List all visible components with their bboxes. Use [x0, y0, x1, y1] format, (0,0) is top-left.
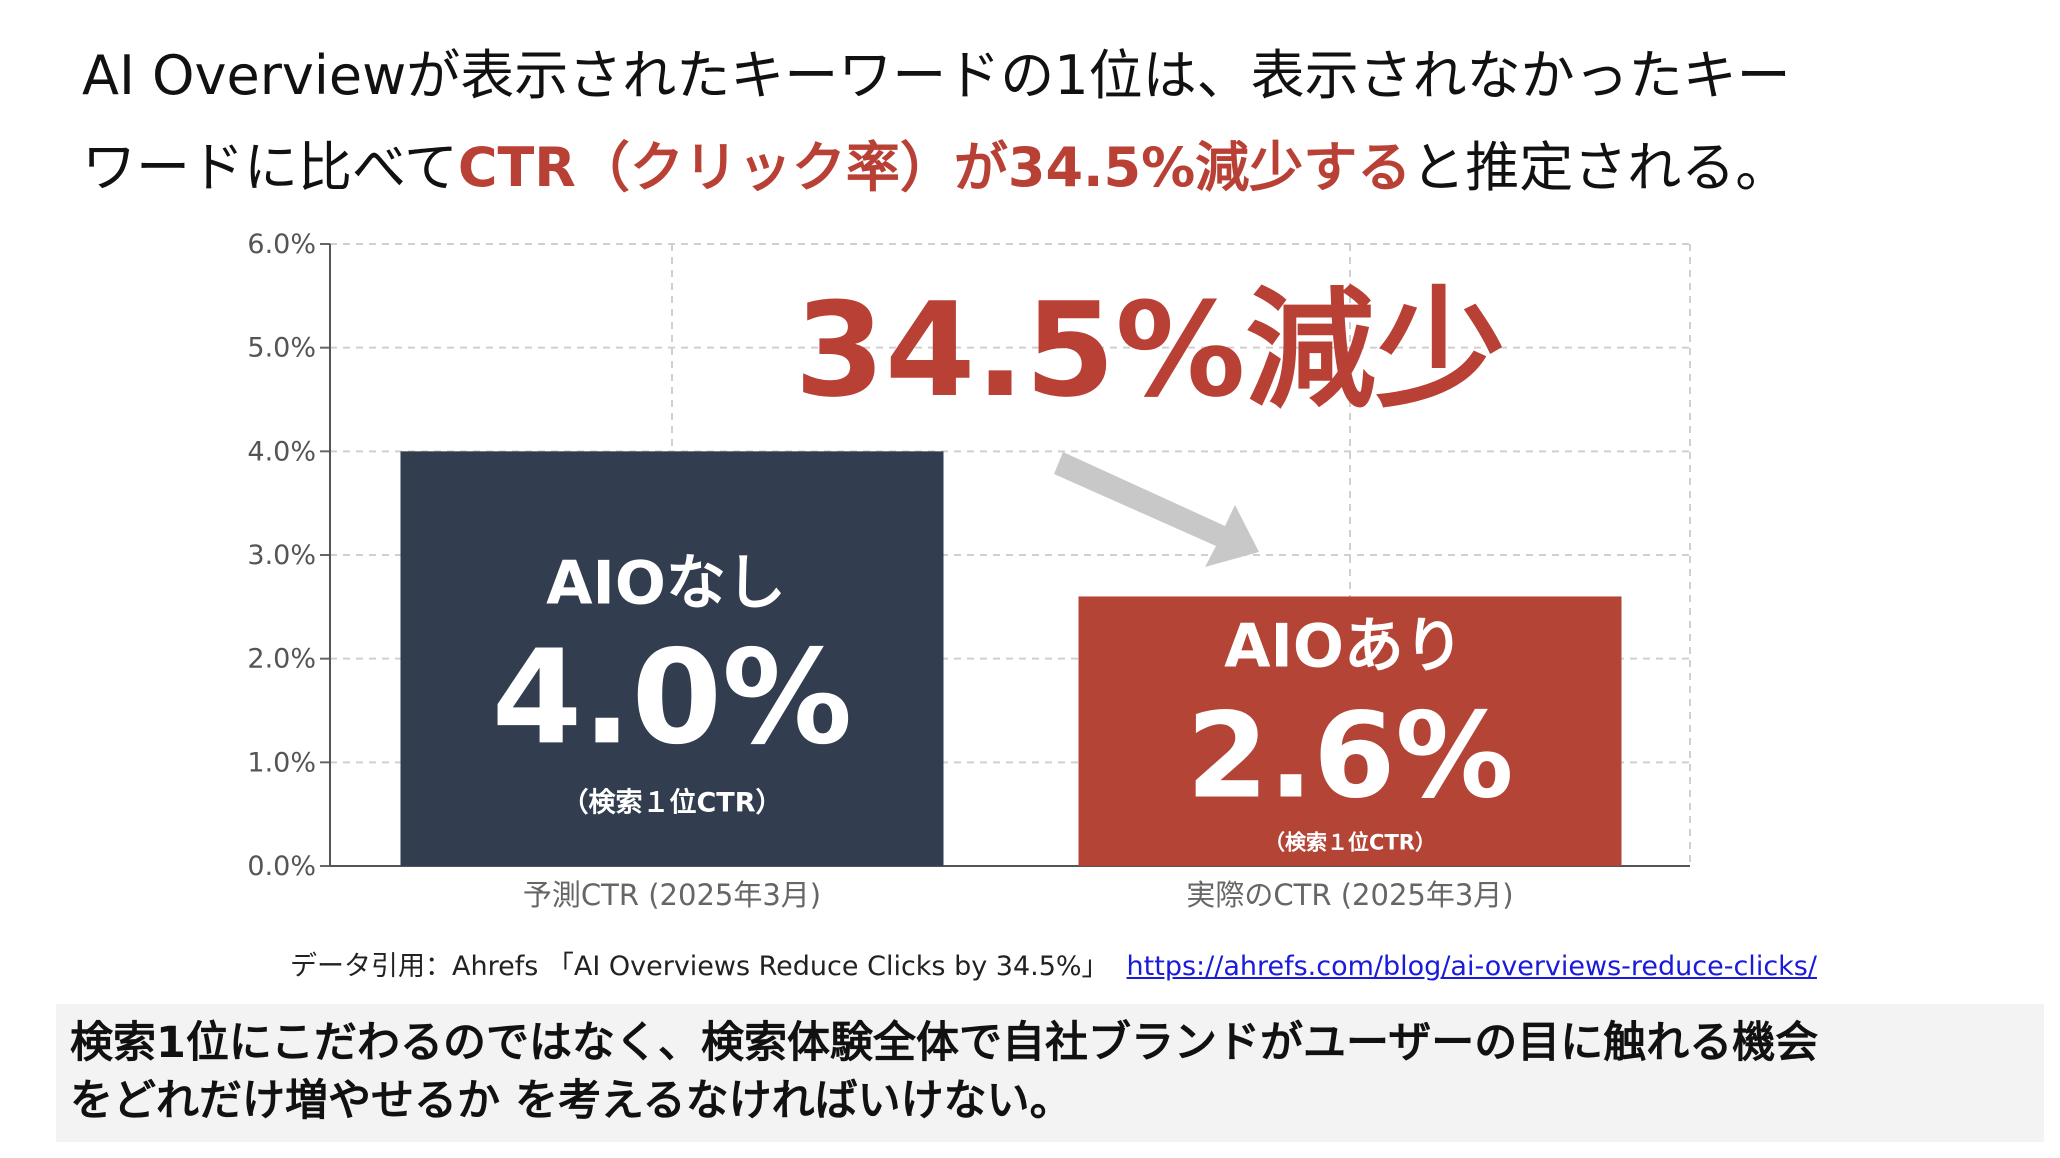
headline: AI Overviewが表示されたキーワードの1位は、表示されなかったキー ワー…: [82, 30, 2002, 214]
decrease-arrow-icon: [1054, 452, 1259, 567]
headline-highlight: CTR（クリック率）が34.5%減少する: [457, 136, 1412, 199]
bar-without-aio: [400, 451, 944, 866]
bar-value-label: 2.6%: [1186, 686, 1513, 824]
y-tick-label: 0.0%: [247, 851, 316, 882]
source-link[interactable]: https://ahrefs.com/blog/ai-overviews-red…: [1126, 951, 1817, 982]
headline-line1: AI Overviewが表示されたキーワードの1位は、表示されなかったキー: [82, 44, 1791, 107]
source-text: データ引用：Ahrefs 「AI Overviews Reduce Clicks…: [290, 951, 1109, 982]
y-tick-label: 6.0%: [247, 229, 316, 260]
bar-note-label: （検索１位CTR）: [561, 786, 782, 818]
category-label: 実際のCTR (2025年3月): [1186, 878, 1513, 912]
y-tick-label: 5.0%: [247, 333, 316, 364]
y-tick-label: 4.0%: [247, 436, 316, 467]
bar-title-label: AIOなし: [546, 548, 786, 618]
decrease-callout: 34.5%減少: [794, 274, 1505, 426]
headline-line2: ワードに比べてCTR（クリック率）が34.5%減少すると推定される。: [82, 122, 2002, 214]
takeaway-line1: 検索1位にこだわるのではなく、検索体験全体で自社ブランドがユーザーの目に触れる機…: [70, 1018, 1819, 1068]
takeaway-box: 検索1位にこだわるのではなく、検索体験全体で自社ブランドがユーザーの目に触れる機…: [56, 1004, 2044, 1142]
headline-line2-pre: ワードに比べて: [82, 136, 458, 199]
headline-line2-post: と推定される。: [1411, 136, 1790, 199]
bar-chart: 0.0%1.0%2.0%3.0%4.0%5.0%6.0%AIOなし4.0%（検索…: [247, 229, 1691, 912]
takeaway-line2: をどれだけ増やせるか を考えるなければいけない。: [70, 1076, 1073, 1126]
y-tick-label: 2.0%: [247, 644, 316, 675]
category-label: 予測CTR (2025年3月): [523, 878, 821, 912]
bar-title-label: AIOあり: [1224, 611, 1464, 681]
bar-note-label: （検索１位CTR）: [1264, 830, 1436, 854]
bar-with-aio: [1078, 596, 1622, 866]
source-citation: データ引用：Ahrefs 「AI Overviews Reduce Clicks…: [290, 944, 1817, 983]
y-tick-label: 1.0%: [247, 747, 316, 778]
y-tick-label: 3.0%: [247, 540, 316, 571]
bar-value-label: 4.0%: [492, 621, 853, 773]
